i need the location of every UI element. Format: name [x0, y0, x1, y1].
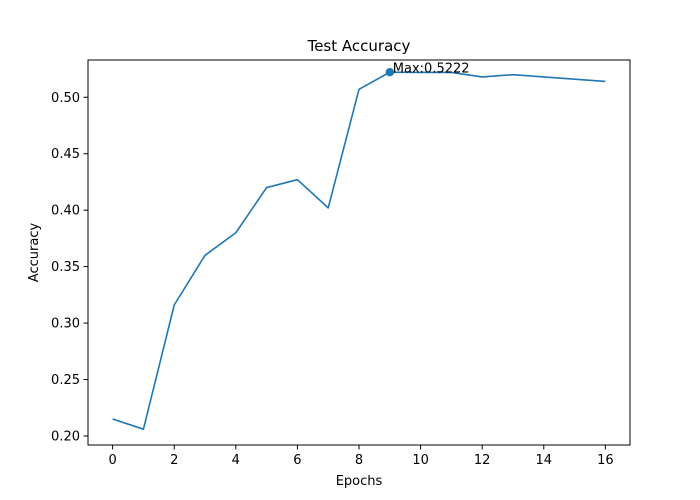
y-tick-label: 0.25: [51, 373, 80, 388]
x-tick-label: 10: [412, 453, 429, 468]
x-tick-label: 8: [355, 453, 363, 468]
x-tick-label: 0: [108, 453, 116, 468]
y-tick-label: 0.30: [51, 317, 80, 332]
x-tick-label: 4: [232, 453, 240, 468]
y-tick-label: 0.20: [51, 429, 80, 444]
x-axis-label: Epochs: [336, 474, 383, 489]
chart-title: Test Accuracy: [307, 37, 411, 55]
x-tick-label: 2: [170, 453, 178, 468]
y-tick-label: 0.50: [51, 91, 80, 106]
y-tick-label: 0.35: [51, 260, 80, 275]
y-axis-label: Accuracy: [27, 223, 42, 283]
plot-frame: [87, 59, 631, 446]
max-annotation-label: Max:0.5222: [393, 62, 470, 77]
max-point-marker: [385, 67, 394, 77]
y-tick-label: 0.45: [51, 147, 80, 162]
x-tick-label: 16: [597, 453, 614, 468]
y-tick-label: 0.40: [51, 204, 80, 219]
x-tick-label: 12: [474, 453, 491, 468]
x-tick-label: 14: [535, 453, 552, 468]
series-line-0: [112, 71, 606, 430]
x-tick-label: 6: [293, 453, 301, 468]
